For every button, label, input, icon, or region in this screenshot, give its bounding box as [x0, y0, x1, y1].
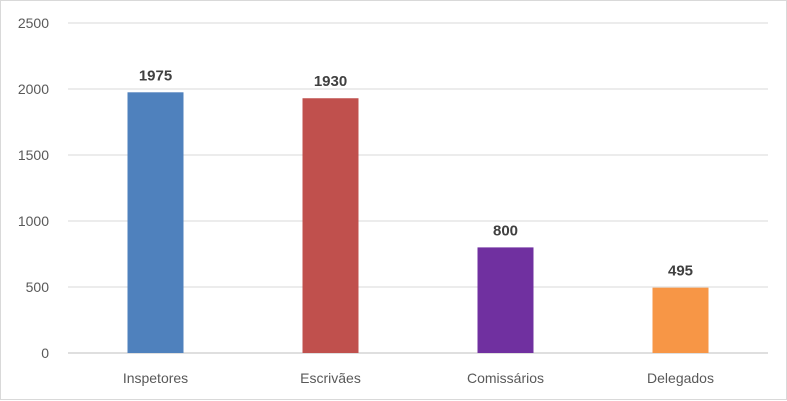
y-tick-label: 2500	[18, 15, 49, 31]
data-labels: 1975 1930 800 495	[139, 67, 693, 279]
gridlines	[68, 22, 768, 354]
x-axis-ticks: Inspetores Escrivães Comissários Delegados	[123, 370, 714, 386]
bars	[127, 92, 709, 354]
x-tick-label: Escrivães	[300, 370, 361, 386]
bar-inspetores	[127, 92, 184, 354]
bar-comissarios	[477, 247, 534, 353]
data-label: 495	[668, 263, 693, 280]
data-label: 1975	[139, 67, 172, 84]
y-tick-label: 1000	[18, 213, 49, 229]
y-tick-label: 2000	[18, 81, 49, 97]
y-tick-label: 500	[26, 279, 50, 295]
bar-escrivaes	[302, 98, 359, 354]
y-axis-ticks: 0 500 1000 1500 2000 2500	[18, 15, 49, 361]
bar-delegados	[652, 287, 709, 353]
data-label: 1930	[314, 73, 347, 90]
data-label: 800	[493, 222, 518, 239]
y-tick-label: 0	[41, 345, 49, 361]
x-tick-label: Inspetores	[123, 370, 188, 386]
y-tick-label: 1500	[18, 147, 49, 163]
x-tick-label: Comissários	[467, 370, 544, 386]
x-tick-label: Delegados	[647, 370, 714, 386]
